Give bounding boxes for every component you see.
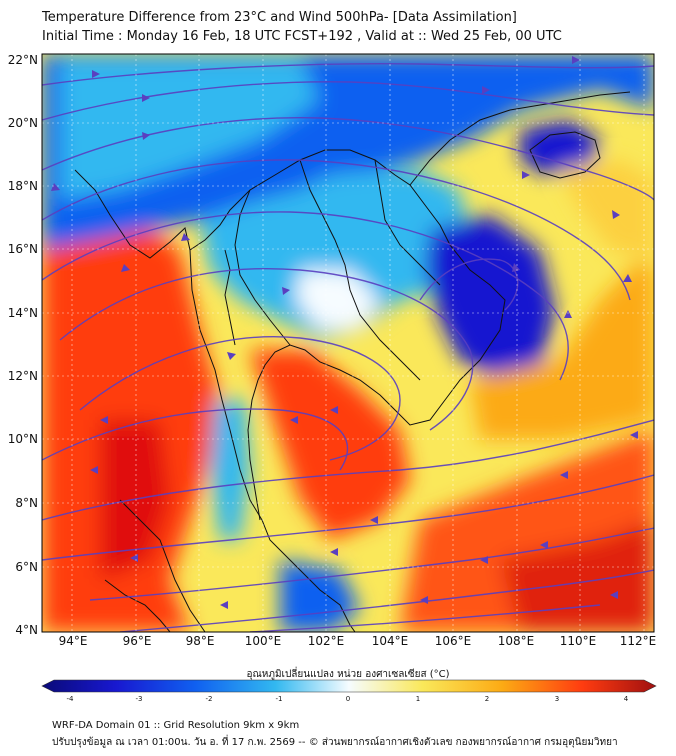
lon-label: 106°E xyxy=(435,634,472,648)
lon-label: 98°E xyxy=(186,634,215,648)
graticule xyxy=(42,54,654,632)
colorbar-tick: 0 xyxy=(346,695,350,703)
lon-label: 108°E xyxy=(498,634,535,648)
lon-label: 112°E xyxy=(620,634,657,648)
colorbar-tick: -1 xyxy=(276,695,283,703)
lat-label: 10°N xyxy=(8,432,38,446)
lat-label: 4°N xyxy=(15,623,38,637)
colorbar-tick: 3 xyxy=(555,695,559,703)
lat-label: 20°N xyxy=(8,116,38,130)
wind-arrows xyxy=(51,56,638,609)
lon-label: 104°E xyxy=(372,634,409,648)
lon-label: 110°E xyxy=(560,634,597,648)
colorbar-tick: -2 xyxy=(206,695,213,703)
lon-label: 102°E xyxy=(308,634,345,648)
country-borders xyxy=(74,91,631,632)
lat-label: 18°N xyxy=(8,179,38,193)
lon-label: 96°E xyxy=(123,634,152,648)
map-title: Temperature Difference from 23°C and Win… xyxy=(42,10,517,25)
colorbar-ticks: -4 -3 -2 -1 0 1 2 3 4 xyxy=(67,695,629,703)
lat-label: 12°N xyxy=(8,369,38,383)
map-frame xyxy=(41,53,655,633)
lon-label: 100°E xyxy=(245,634,282,648)
colorbar-tick: 4 xyxy=(624,695,629,703)
lat-label: 16°N xyxy=(8,242,38,256)
colorbar xyxy=(41,679,657,693)
colorbar-tick: 1 xyxy=(416,695,420,703)
footer-model-info: WRF-DA Domain 01 :: Grid Resolution 9km … xyxy=(52,720,300,731)
map-subtitle: Initial Time : Monday 16 Feb, 18 UTC FCS… xyxy=(42,29,562,44)
latitude-axis: 22°N 20°N 18°N 16°N 14°N 12°N 10°N 8°N 6… xyxy=(8,53,38,637)
lat-label: 6°N xyxy=(15,560,38,574)
colorbar-tick: 2 xyxy=(485,695,489,703)
colorbar-tick: -3 xyxy=(136,695,143,703)
footer-credit: ปรับปรุงข้อมูล ณ เวลา 01:00น. วัน อ. ที่… xyxy=(52,737,618,748)
lat-label: 14°N xyxy=(8,306,38,320)
colorbar-title: อุณหภูมิเปลี่ยนแปลง หน่วย องศาเซลเซียส (… xyxy=(246,666,449,680)
lat-label: 8°N xyxy=(15,496,38,510)
longitude-axis: 94°E 96°E 98°E 100°E 102°E 104°E 106°E 1… xyxy=(59,634,657,648)
colorbar-tick: -4 xyxy=(67,695,75,703)
lat-label: 22°N xyxy=(8,53,38,67)
lon-label: 94°E xyxy=(59,634,88,648)
wind-streamlines xyxy=(42,62,654,632)
